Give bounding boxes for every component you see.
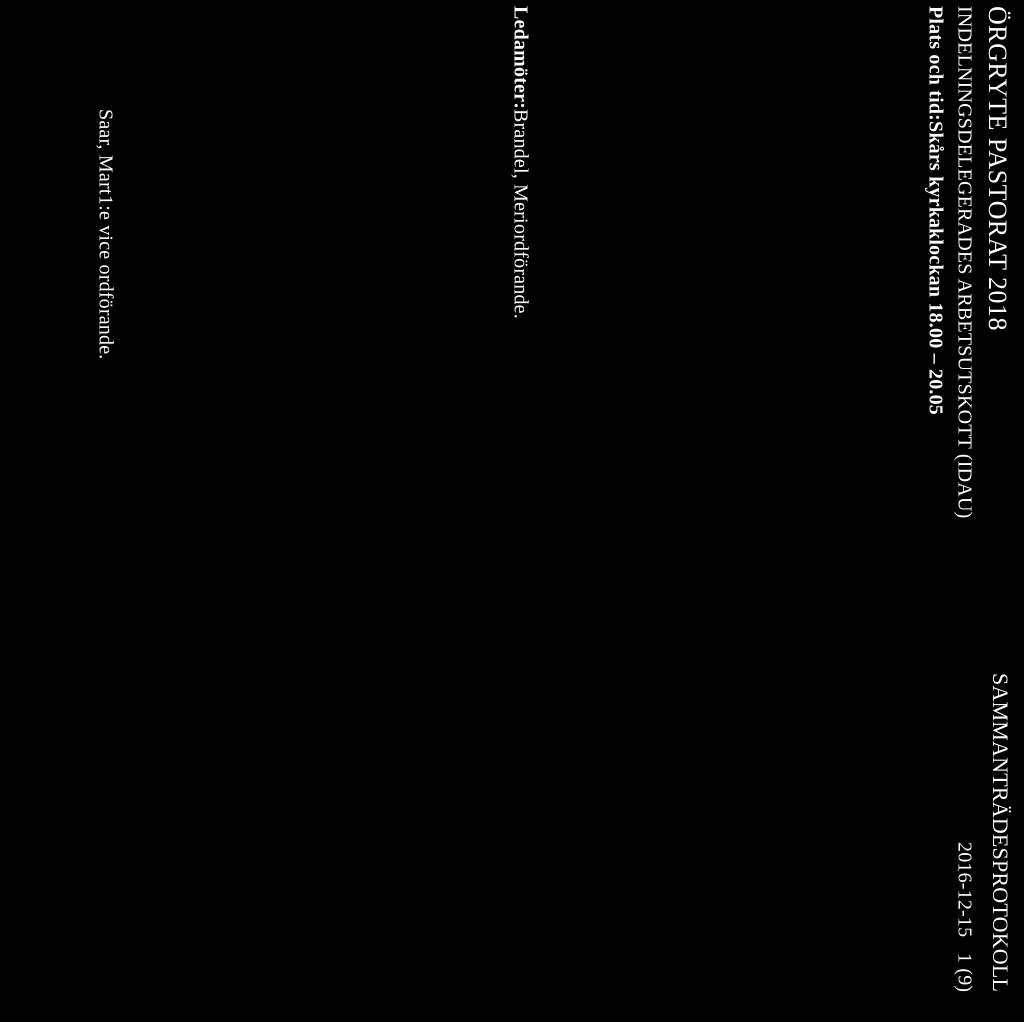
list-item: Brandel, Meriordförande. xyxy=(119,109,534,1016)
plats-och-tid-label: Plats och tid: xyxy=(731,6,949,121)
list-item: Saar, Mart1:e vice ordförande. xyxy=(0,109,119,1016)
attendee-name: Saar, Mart xyxy=(0,109,119,195)
ledamoter-list: Brandel, Meriordförande. Saar, Mart1:e v… xyxy=(0,109,534,1016)
attendee-role: 1:e vice ordförande. xyxy=(0,195,119,359)
header-line-1: ÖRGRYTE PASTORAT 2018 SAMMANTRÄDESPROTOK… xyxy=(978,6,1016,992)
header-line-2: INDELNINGSDELEGERADES ARBETSUTSKOTT (IDA… xyxy=(949,6,978,992)
place: Skårs kyrka xyxy=(534,121,949,228)
document-page: ÖRGRYTE PASTORAT 2018 SAMMANTRÄDESPROTOK… xyxy=(0,0,1024,1022)
date: 2016-12-15 xyxy=(953,842,975,937)
header-block: ÖRGRYTE PASTORAT 2018 SAMMANTRÄDESPROTOK… xyxy=(949,6,1016,992)
ledamoter-row: Ledamöter: Brandel, Meriordförande. Saar… xyxy=(0,6,534,1016)
plats-och-tid-value: Skårs kyrka klockan 18.00 – 20.05 xyxy=(534,121,949,1016)
protocol-title: SAMMANTRÄDESPROTOKOLL xyxy=(978,673,1016,992)
ledamoter-label: Ledamöter: xyxy=(316,6,534,109)
date-page: 2016-12-15 1 (9) xyxy=(949,842,978,992)
time: klockan 18.00 – 20.05 xyxy=(534,228,949,415)
plats-och-tid-row: Plats och tid: Skårs kyrka klockan 18.00… xyxy=(534,6,949,1016)
attendee-role: ordförande. xyxy=(119,224,534,319)
attendee-name: Brandel, Meri xyxy=(119,109,534,224)
subtitle: INDELNINGSDELEGERADES ARBETSUTSKOTT (IDA… xyxy=(949,6,978,518)
page-indicator: 1 (9) xyxy=(953,953,975,992)
org-title: ÖRGRYTE PASTORAT 2018 xyxy=(978,6,1016,331)
